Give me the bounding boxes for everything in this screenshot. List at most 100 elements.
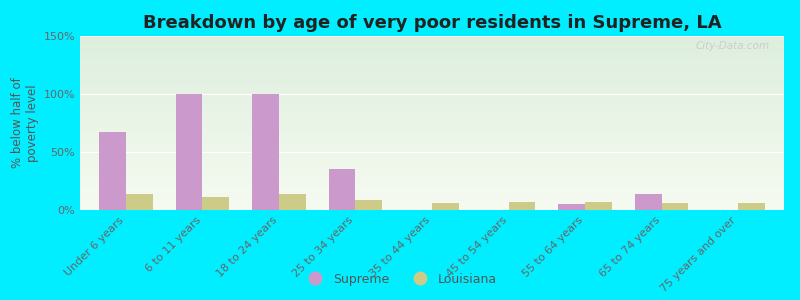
Bar xyxy=(80,50,784,52)
Bar xyxy=(80,41,784,43)
Legend: Supreme, Louisiana: Supreme, Louisiana xyxy=(298,268,502,291)
Bar xyxy=(80,76,784,78)
Bar xyxy=(80,142,784,144)
Bar xyxy=(80,179,784,180)
Bar xyxy=(80,64,784,66)
Bar xyxy=(80,40,784,41)
Bar xyxy=(80,182,784,184)
Bar xyxy=(80,127,784,128)
Bar xyxy=(80,151,784,153)
Bar xyxy=(80,36,784,38)
Bar xyxy=(80,134,784,135)
Bar xyxy=(80,175,784,177)
Bar xyxy=(80,83,784,85)
Bar xyxy=(80,147,784,149)
Bar xyxy=(80,60,784,62)
Bar xyxy=(80,45,784,46)
Bar xyxy=(558,204,585,210)
Bar xyxy=(80,121,784,123)
Bar xyxy=(80,67,784,69)
Bar xyxy=(80,88,784,90)
Bar xyxy=(126,194,153,210)
Bar xyxy=(80,97,784,99)
Bar xyxy=(80,69,784,71)
Bar xyxy=(80,130,784,132)
Bar xyxy=(99,132,126,210)
Bar xyxy=(80,102,784,104)
Bar xyxy=(80,78,784,80)
Bar xyxy=(738,203,765,210)
Bar xyxy=(80,107,784,109)
Bar xyxy=(80,170,784,172)
Bar xyxy=(80,111,784,112)
Bar xyxy=(355,200,382,210)
Bar xyxy=(80,146,784,147)
Title: Breakdown by age of very poor residents in Supreme, LA: Breakdown by age of very poor residents … xyxy=(142,14,722,32)
Bar xyxy=(80,118,784,119)
Bar xyxy=(80,198,784,200)
Bar xyxy=(80,100,784,102)
Bar xyxy=(80,99,784,100)
Bar xyxy=(80,160,784,161)
Bar xyxy=(80,156,784,158)
Bar xyxy=(80,140,784,142)
Bar xyxy=(80,208,784,210)
Bar xyxy=(80,200,784,201)
Bar xyxy=(80,80,784,81)
Bar xyxy=(80,57,784,58)
Bar xyxy=(80,128,784,130)
Bar xyxy=(80,109,784,111)
Bar xyxy=(80,52,784,53)
Bar xyxy=(176,94,202,210)
Bar xyxy=(634,194,662,210)
Bar xyxy=(80,139,784,140)
Bar xyxy=(80,205,784,206)
Bar xyxy=(80,161,784,163)
Bar xyxy=(80,112,784,114)
Bar xyxy=(80,206,784,208)
Bar xyxy=(80,92,784,93)
Bar xyxy=(80,167,784,168)
Bar xyxy=(432,203,458,210)
Bar xyxy=(80,168,784,170)
Bar xyxy=(80,137,784,139)
Bar xyxy=(80,43,784,45)
Bar xyxy=(80,48,784,50)
Bar xyxy=(80,86,784,88)
Bar xyxy=(80,144,784,146)
Bar xyxy=(80,125,784,127)
Bar xyxy=(80,177,784,179)
Bar xyxy=(80,46,784,48)
Bar xyxy=(80,173,784,175)
Bar xyxy=(80,135,784,137)
Text: City-Data.com: City-Data.com xyxy=(696,41,770,51)
Bar xyxy=(585,202,612,210)
Bar xyxy=(80,74,784,76)
Bar xyxy=(80,201,784,203)
Bar xyxy=(80,194,784,196)
Bar xyxy=(80,123,784,125)
Bar xyxy=(509,202,535,210)
Bar xyxy=(80,93,784,95)
Y-axis label: % below half of
poverty level: % below half of poverty level xyxy=(11,78,39,168)
Bar xyxy=(80,95,784,97)
Bar xyxy=(80,154,784,156)
Bar xyxy=(329,169,355,210)
Bar xyxy=(80,188,784,189)
Bar xyxy=(80,53,784,55)
Bar xyxy=(80,180,784,182)
Bar xyxy=(80,196,784,198)
Bar xyxy=(80,119,784,121)
Bar xyxy=(80,73,784,74)
Bar xyxy=(80,203,784,205)
Bar xyxy=(80,90,784,92)
Bar xyxy=(80,172,784,173)
Bar xyxy=(80,38,784,40)
Bar xyxy=(80,114,784,116)
Bar xyxy=(80,104,784,106)
Bar xyxy=(80,85,784,86)
Bar xyxy=(80,106,784,107)
Bar xyxy=(662,203,688,210)
Bar xyxy=(80,153,784,154)
Bar xyxy=(279,194,306,210)
